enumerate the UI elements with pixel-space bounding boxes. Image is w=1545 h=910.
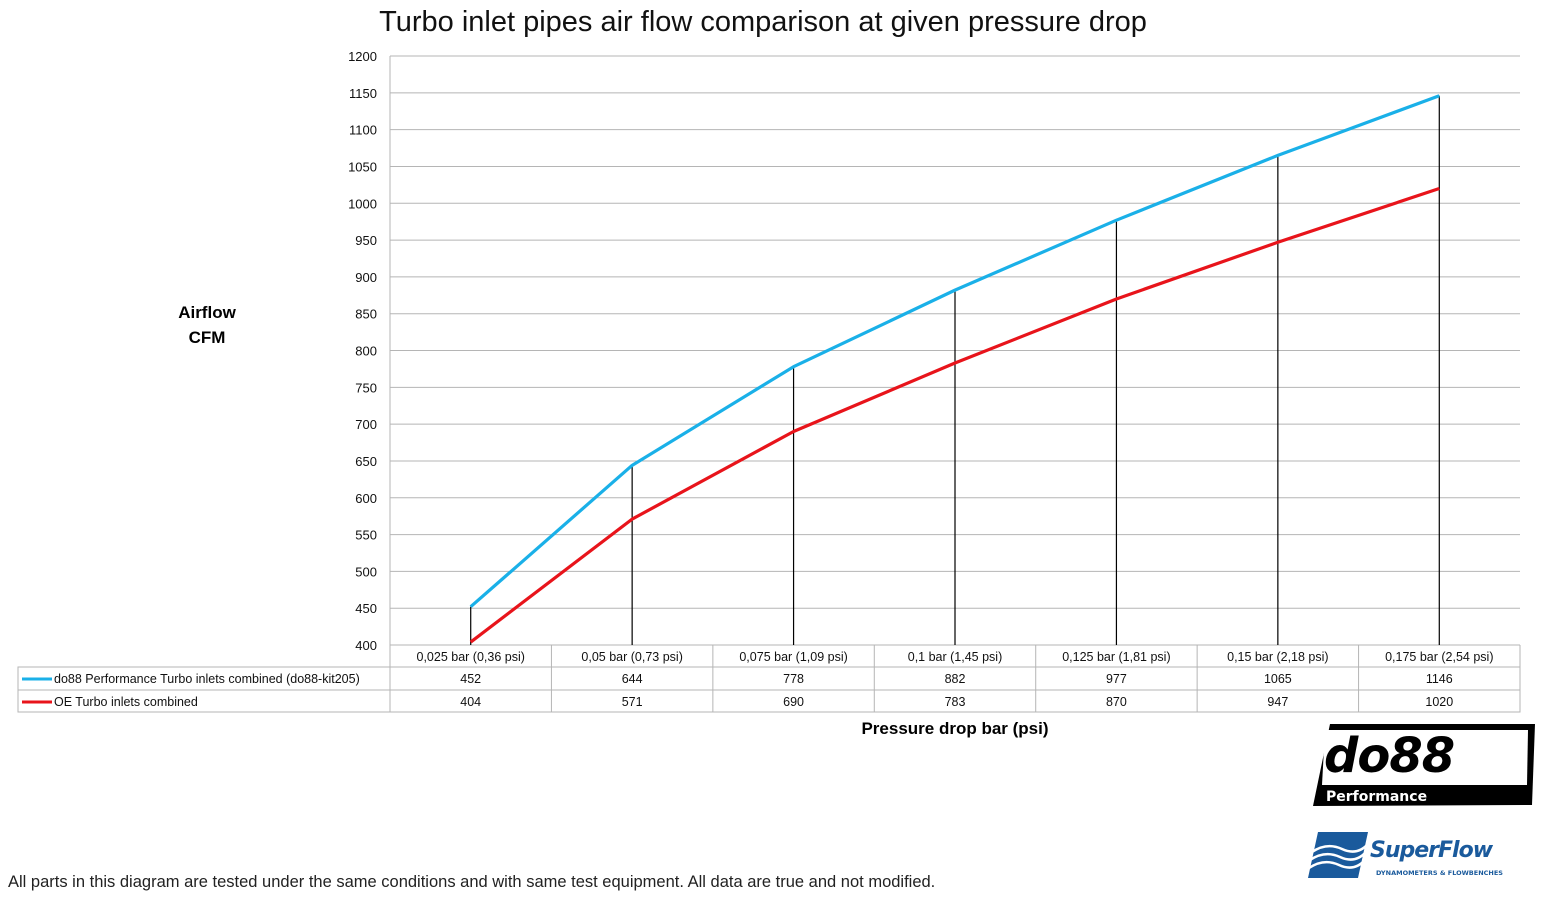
x-category-label: 0,075 bar (1,09 psi) [739,650,847,664]
y-tick-label: 1050 [348,159,377,174]
data-label: 1065 [1264,672,1292,686]
y-tick-label: 650 [355,454,377,469]
data-label: 947 [1267,695,1288,709]
data-label: 977 [1106,672,1127,686]
y-tick-label: 1150 [349,86,377,101]
x-category-label: 0,025 bar (0,36 psi) [417,650,525,664]
x-category-label: 0,05 bar (0,73 psi) [581,650,682,664]
do88-logo-sub: Performance [1326,789,1427,805]
y-tick-label: 700 [355,417,377,432]
superflow-logo-main: SuperFlow [1370,838,1494,863]
data-label: 404 [460,695,481,709]
y-axis-label-line2: CFM [189,328,226,347]
data-label: 783 [945,695,966,709]
data-label: 452 [460,672,481,686]
y-tick-label: 500 [355,564,377,579]
legend-label: do88 Performance Turbo inlets combined (… [54,672,360,686]
y-axis-label-line1: Airflow [178,303,236,322]
y-tick-label: 1100 [349,123,377,138]
data-label: 1146 [1426,672,1453,686]
data-label: 644 [622,672,643,686]
footnote: All parts in this diagram are tested und… [8,873,935,891]
y-tick-label: 1000 [348,196,377,211]
data-label: 882 [945,672,966,686]
superflow-logo: SuperFlow DYNAMOMETERS & FLOWBENCHES [1308,832,1503,878]
x-category-label: 0,175 bar (2,54 psi) [1385,650,1493,664]
y-tick-label: 600 [355,491,377,506]
data-label: 571 [622,695,643,709]
y-tick-label: 400 [355,638,377,653]
x-category-label: 0,1 bar (1,45 psi) [908,650,1003,664]
do88-logo-main: do88 [1324,728,1454,784]
y-tick-label: 800 [355,344,377,359]
y-tick-label: 550 [355,528,377,543]
data-label: 870 [1106,695,1127,709]
do88-logo: do88 Performance [1313,724,1535,806]
legend-label: OE Turbo inlets combined [54,695,198,709]
y-axis-label: Airflow CFM [178,303,236,347]
y-tick-label: 900 [355,270,377,285]
y-tick-label: 1200 [348,49,377,64]
x-category-label: 0,125 bar (1,81 psi) [1062,650,1170,664]
x-axis-label: Pressure drop bar (psi) [861,719,1048,738]
superflow-logo-sub: DYNAMOMETERS & FLOWBENCHES [1376,869,1503,877]
data-label: 1020 [1425,695,1453,709]
y-tick-label: 950 [355,233,377,248]
y-tick-label: 450 [355,601,377,616]
x-category-label: 0,15 bar (2,18 psi) [1227,650,1328,664]
y-tick-label: 850 [355,307,377,322]
data-label: 690 [783,695,804,709]
chart-title: Turbo inlet pipes air flow comparison at… [379,6,1147,38]
y-tick-label: 750 [355,380,377,395]
data-label: 778 [783,672,804,686]
